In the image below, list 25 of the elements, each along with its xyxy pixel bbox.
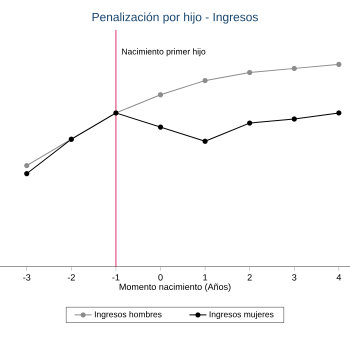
x-tick-label: -1: [112, 274, 120, 280]
ref-line-label: Nacimiento primer hijo: [122, 48, 206, 56]
point: [292, 116, 297, 122]
x-tick-label: -2: [68, 274, 75, 280]
point: [292, 66, 297, 72]
legend-label: Ingresos mujeres: [210, 311, 274, 320]
point: [158, 124, 164, 130]
x-tick-label: -3: [23, 274, 30, 281]
point: [202, 138, 208, 144]
x-tick-label: 3: [292, 274, 296, 281]
x-tick-label: 1: [203, 274, 208, 280]
point: [336, 62, 342, 67]
point: [336, 110, 342, 116]
point: [24, 171, 30, 176]
chart-title: Penalización por hijo - Ingresos: [92, 12, 258, 24]
point: [247, 70, 252, 76]
point: [158, 92, 164, 98]
x-tick-label: 0: [158, 274, 163, 281]
point: [202, 78, 208, 84]
x-tick-label: 4: [336, 274, 342, 280]
legend-label: Ingresos hombres: [94, 311, 162, 320]
x-tick-label: 2: [248, 274, 252, 280]
point: [247, 120, 252, 126]
point: [24, 162, 30, 168]
x-axis-title: Momento nacimiento (Años): [120, 283, 230, 292]
